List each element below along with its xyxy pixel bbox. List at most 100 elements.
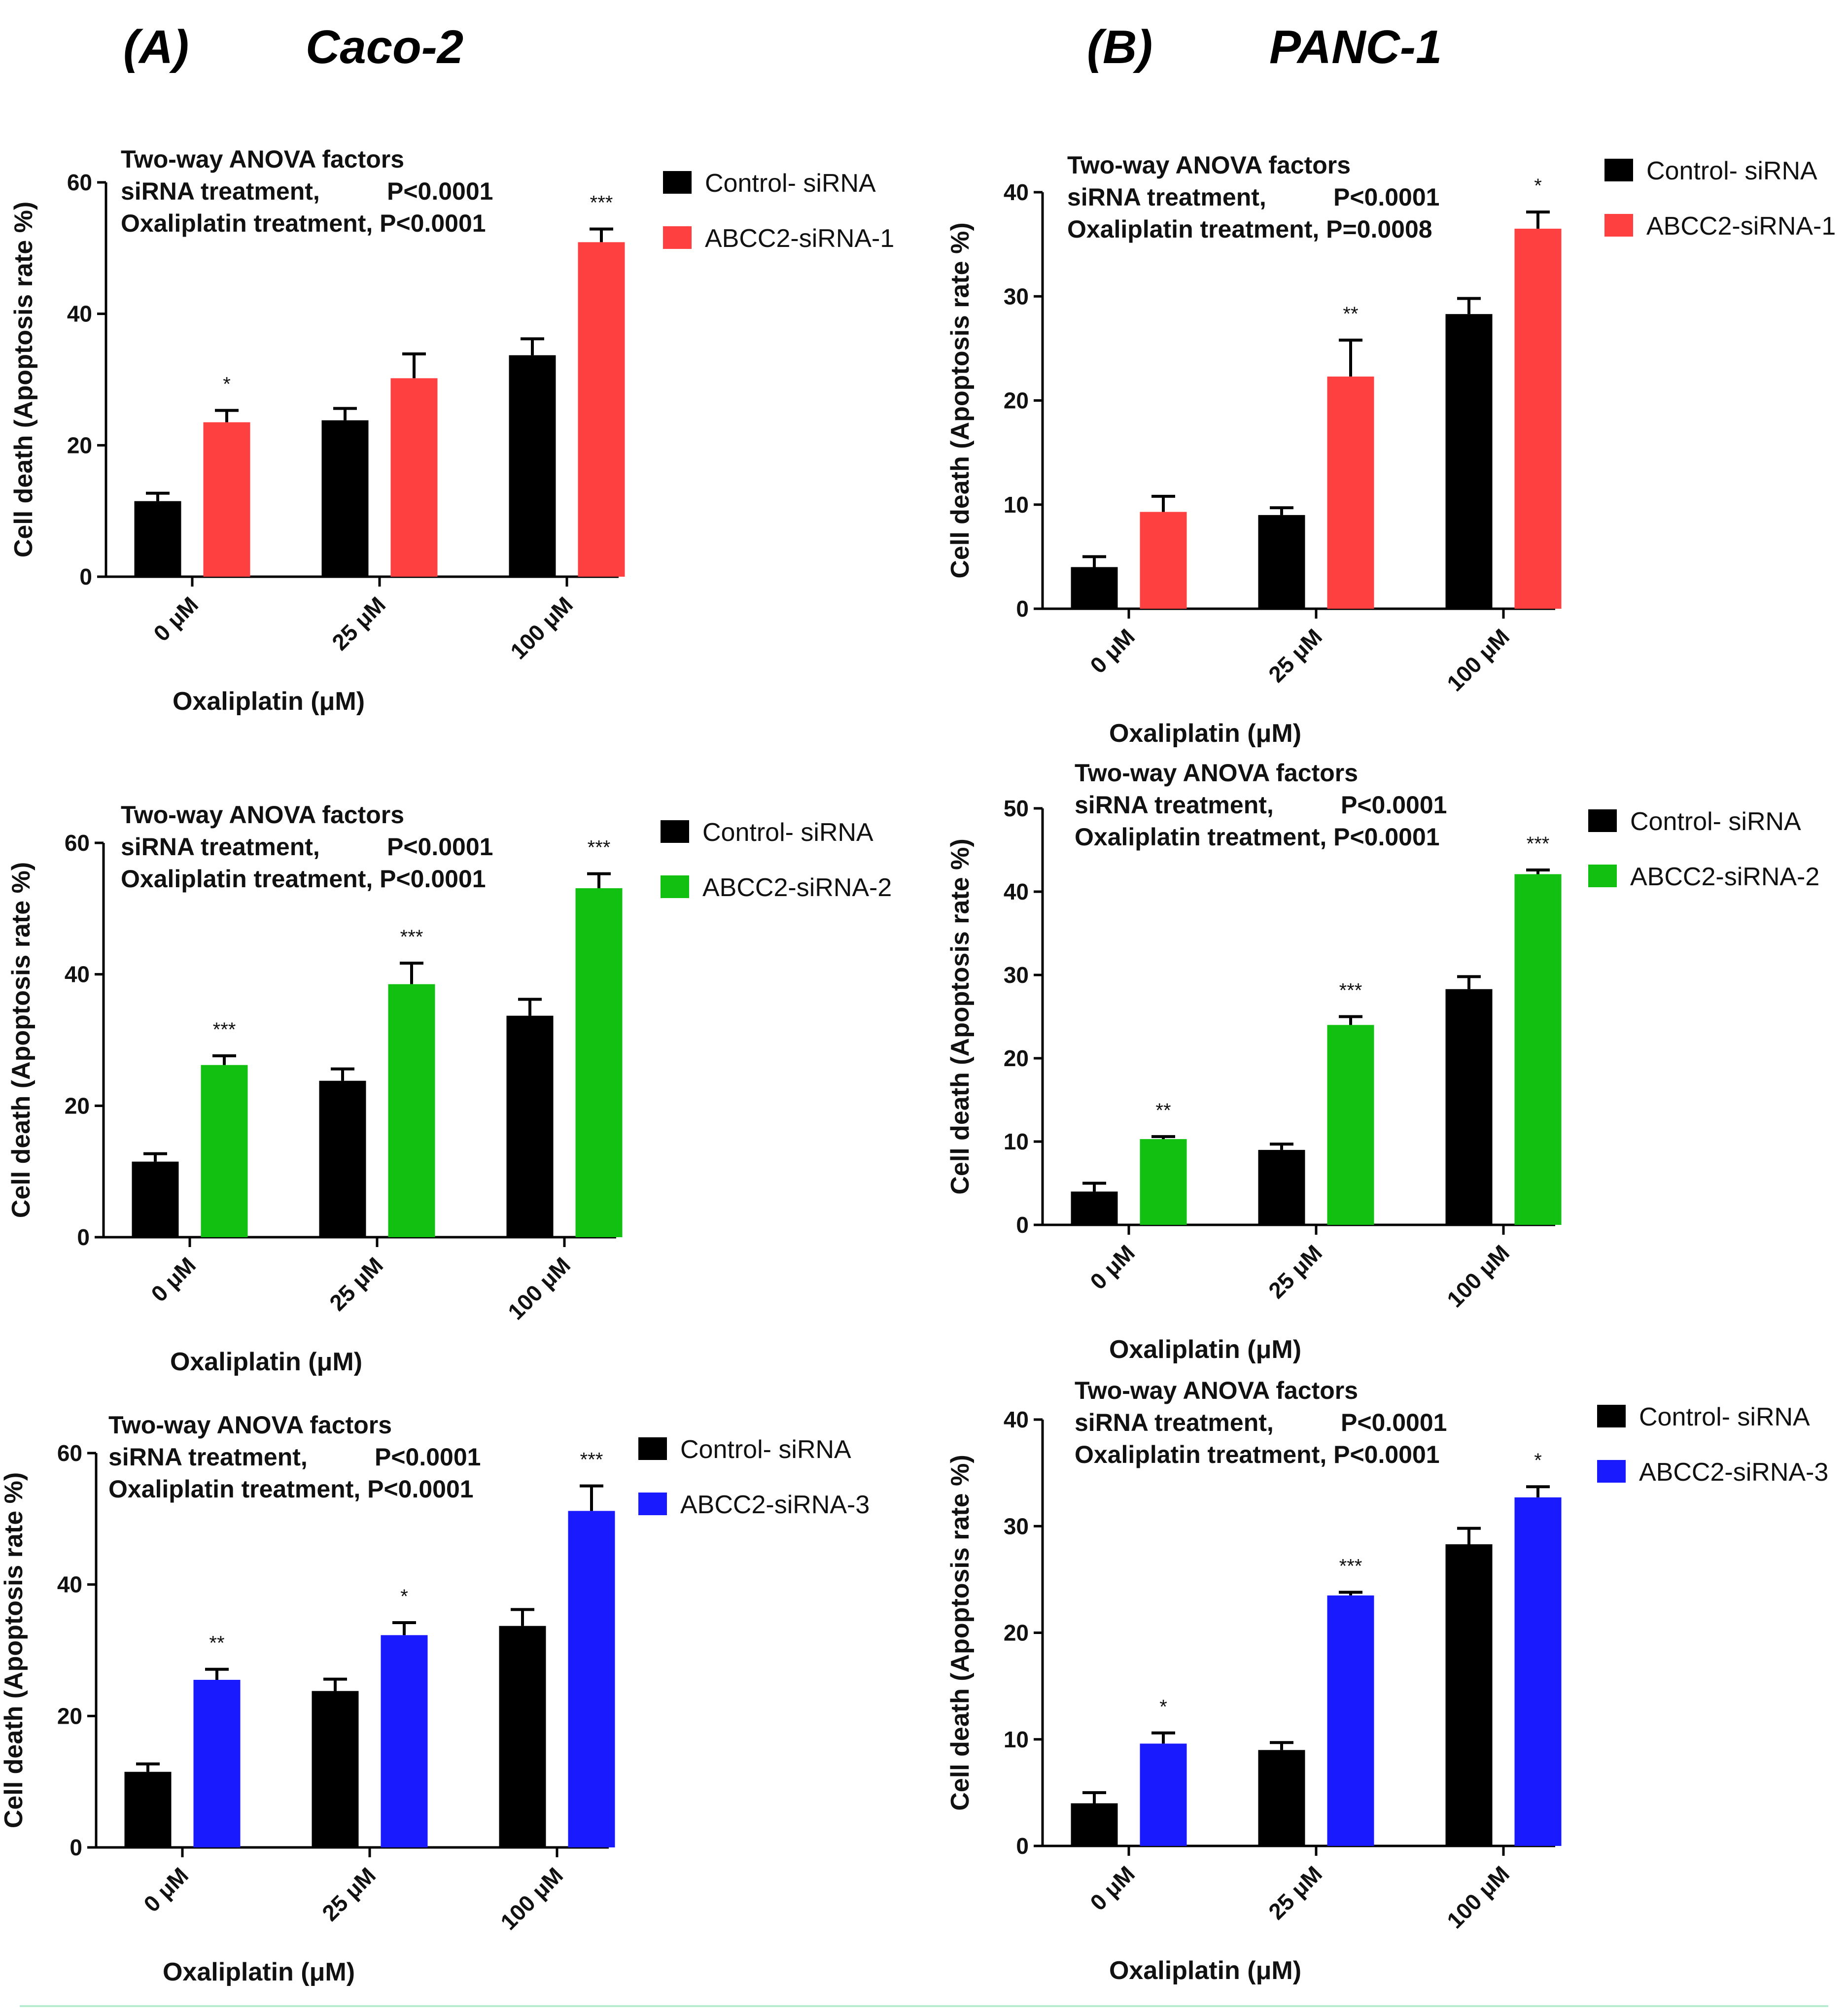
bar-abcc2 — [1327, 1025, 1374, 1225]
y-tick-label: 0 — [77, 1224, 90, 1250]
y-axis-label: Cell death (Apoptosis rate %) — [7, 862, 35, 1218]
y-tick-label: 20 — [65, 1093, 90, 1118]
legend-swatch-abcc2 — [1597, 1460, 1626, 1483]
y-tick-label: 20 — [1004, 388, 1029, 414]
x-axis-label: Oxaliplatin (μM) — [1109, 719, 1301, 748]
bar-abcc2 — [568, 1511, 615, 1847]
y-tick-label: 40 — [1004, 1407, 1029, 1432]
bar-control — [1258, 1149, 1305, 1225]
bar-abcc2 — [1140, 512, 1187, 609]
legend-label: ABCC2-siRNA-1 — [705, 224, 894, 253]
bar-control — [319, 1080, 366, 1237]
bar-control — [321, 420, 369, 577]
bar-control — [506, 1015, 554, 1237]
y-tick-label: 20 — [1004, 1045, 1029, 1071]
anova-sirna-p: P<0.0001 — [387, 177, 493, 205]
anova-sirna-p: P<0.0001 — [375, 1443, 481, 1471]
significance-marker: *** — [1339, 1555, 1362, 1577]
y-axis-label: Cell death (Apoptosis rate %) — [9, 202, 38, 557]
significance-marker: *** — [590, 192, 613, 214]
y-axis-label: Cell death (Apoptosis rate %) — [946, 222, 975, 578]
y-tick-label: 40 — [1004, 179, 1029, 205]
legend-label: Control- siRNA — [1630, 807, 1801, 836]
legend-label: Control- siRNA — [702, 818, 873, 847]
legend-swatch-abcc2 — [1588, 865, 1617, 887]
y-tick-label: 60 — [57, 1440, 82, 1466]
y-axis-label: Cell death (Apoptosis rate %) — [946, 1455, 975, 1810]
significance-marker: ** — [209, 1633, 224, 1654]
bar-control — [1445, 1544, 1493, 1846]
anova-oxaliplatin-factor: Oxaliplatin treatment, P<0.0001 — [1075, 823, 1440, 851]
legend-label: ABCC2-siRNA-2 — [702, 873, 892, 902]
significance-marker: *** — [1339, 980, 1362, 1002]
significance-marker: ** — [1155, 1100, 1171, 1121]
legend-swatch-abcc2 — [663, 226, 692, 249]
y-tick-label: 0 — [79, 564, 92, 590]
significance-marker: * — [1159, 1696, 1167, 1718]
bar-abcc2 — [1514, 228, 1562, 609]
significance-marker: *** — [213, 1019, 236, 1041]
y-tick-label: 0 — [1016, 1212, 1029, 1238]
anova-title: Two-way ANOVA factors — [1075, 1377, 1358, 1404]
bar-abcc2 — [1327, 376, 1374, 609]
anova-oxaliplatin-factor: Oxaliplatin treatment, P=0.0008 — [1067, 215, 1432, 243]
bar-control — [509, 355, 556, 577]
anova-title: Two-way ANOVA factors — [108, 1411, 392, 1439]
y-tick-label: 30 — [1004, 283, 1029, 309]
bar-control — [1445, 314, 1493, 609]
anova-title: Two-way ANOVA factors — [1067, 151, 1351, 179]
significance-marker: *** — [400, 926, 423, 948]
bar-abcc2 — [1514, 874, 1562, 1225]
y-tick-label: 0 — [1016, 596, 1029, 622]
y-tick-label: 10 — [1004, 1129, 1029, 1154]
anova-sirna-p: P<0.0001 — [387, 833, 493, 861]
legend-swatch-abcc2 — [638, 1493, 667, 1515]
bar-control — [312, 1691, 359, 1847]
significance-marker: *** — [580, 1449, 603, 1471]
legend-label: Control- siRNA — [680, 1435, 851, 1464]
y-tick-label: 30 — [1004, 1513, 1029, 1539]
panel-b-letter: (B) — [1087, 21, 1152, 73]
x-axis-label: Oxaliplatin (μM) — [170, 1348, 362, 1376]
anova-oxaliplatin-factor: Oxaliplatin treatment, P<0.0001 — [121, 865, 486, 893]
legend-label: ABCC2-siRNA-3 — [680, 1491, 870, 1519]
x-axis-label: Oxaliplatin (μM) — [163, 1958, 355, 1986]
anova-sirna-factor: siRNA treatment, — [121, 177, 320, 205]
y-tick-label: 10 — [1004, 492, 1029, 518]
significance-marker: ** — [1343, 303, 1358, 325]
anova-sirna-factor: siRNA treatment, — [1075, 791, 1274, 819]
panel-b-cell-line: PANC-1 — [1269, 21, 1442, 73]
legend-label: Control- siRNA — [1639, 1403, 1810, 1431]
bar-abcc2 — [201, 1065, 248, 1237]
legend-label: Control- siRNA — [705, 169, 876, 198]
legend-label: ABCC2-siRNA-3 — [1639, 1458, 1828, 1487]
y-tick-label: 40 — [67, 301, 92, 327]
bar-abcc2 — [203, 422, 250, 577]
legend-swatch-control — [638, 1437, 667, 1460]
significance-marker: *** — [1527, 833, 1550, 855]
y-tick-label: 10 — [1004, 1727, 1029, 1752]
bar-abcc2 — [1140, 1743, 1187, 1846]
bar-abcc2 — [575, 888, 623, 1237]
bar-abcc2 — [381, 1635, 428, 1847]
bar-control — [1071, 1803, 1118, 1846]
bar-abcc2 — [193, 1680, 241, 1847]
bar-abcc2 — [578, 242, 625, 577]
anova-title: Two-way ANOVA factors — [1075, 759, 1358, 787]
bar-control — [132, 1161, 179, 1237]
legend-label: Control- siRNA — [1646, 157, 1817, 185]
significance-marker: * — [1534, 175, 1542, 197]
y-tick-label: 40 — [57, 1572, 82, 1598]
significance-marker: * — [1534, 1450, 1542, 1471]
anova-sirna-p: P<0.0001 — [1341, 791, 1447, 819]
bar-abcc2 — [388, 984, 435, 1237]
anova-oxaliplatin-factor: Oxaliplatin treatment, P<0.0001 — [1075, 1441, 1440, 1468]
bar-control — [134, 501, 181, 577]
anova-sirna-factor: siRNA treatment, — [1075, 1409, 1274, 1436]
y-tick-label: 20 — [57, 1703, 82, 1729]
legend-swatch-abcc2 — [1604, 214, 1633, 237]
